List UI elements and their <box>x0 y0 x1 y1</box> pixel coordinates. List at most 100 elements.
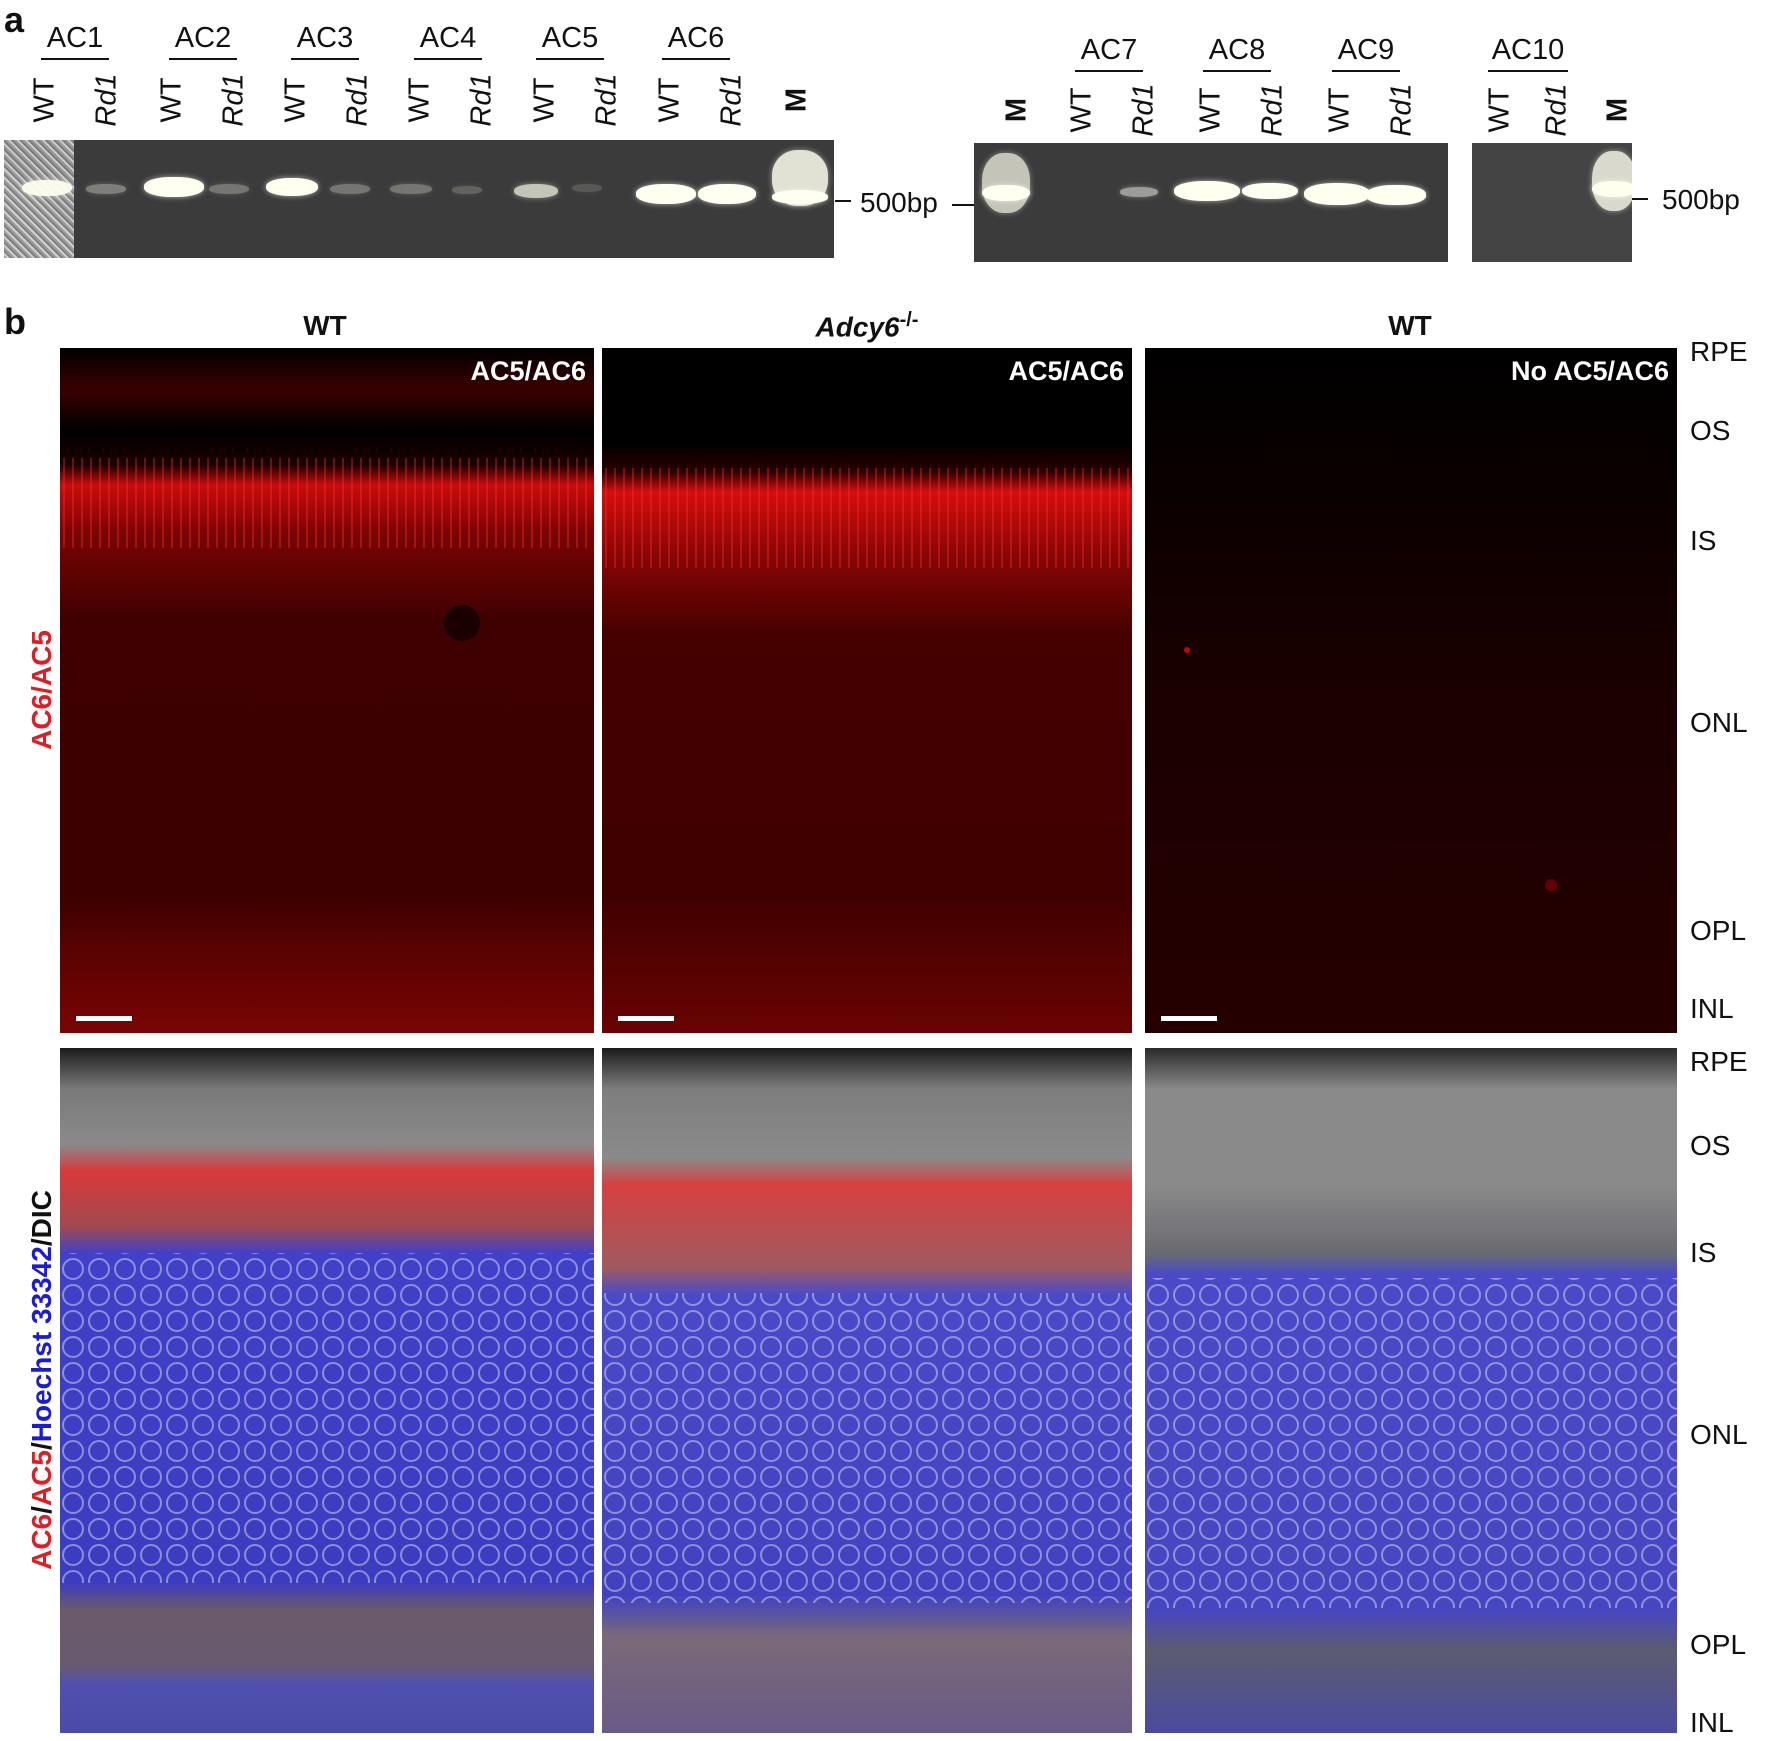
lane-label-text: Rd1 <box>217 73 250 127</box>
gel-image-far <box>1472 143 1632 262</box>
size-tick-mid <box>952 204 974 206</box>
size-label-right: 500bp <box>1662 184 1740 215</box>
micrograph-adcy6ko-ac5ac6: AC5/AC6 <box>602 348 1132 1033</box>
hoechst-text: Hoechst 33342 <box>26 1246 57 1443</box>
lane-label-text: Rd1 <box>1256 83 1289 137</box>
retina-layer-label: OPL <box>1690 915 1747 946</box>
gel-band <box>1592 181 1632 197</box>
slash-text: / <box>26 1442 57 1451</box>
lane-label-text: WT <box>1483 87 1516 133</box>
lane-label-wt: WT <box>276 60 316 140</box>
gene-group-label: AC2 <box>174 22 232 54</box>
gene-group-label: AC4 <box>419 22 477 54</box>
column-title-adcy6-ko: Adcy6-/- <box>602 310 1132 341</box>
column-title-wt-2: WT <box>1388 310 1432 341</box>
lane-label-marker: M <box>1598 70 1638 150</box>
retina-layer-label: INL <box>1690 1707 1734 1738</box>
gel-band <box>982 185 1030 201</box>
condition-tag: AC5/AC6 <box>470 356 586 386</box>
gene-group-underline <box>536 58 604 60</box>
lane-label-wt: WT <box>650 60 690 140</box>
lane-label-wt: WT <box>152 60 192 140</box>
dic-text: DIC <box>26 1190 57 1239</box>
gel-band <box>209 184 249 194</box>
lane-label-text: WT <box>1323 87 1356 133</box>
size-tick-right <box>1632 198 1648 200</box>
lane-label-rd1: Rd1 <box>1124 70 1164 150</box>
gel-band <box>86 184 126 194</box>
scale-bar <box>76 1016 132 1021</box>
gene-group-underline <box>291 58 359 60</box>
gene-group-underline <box>1332 70 1400 72</box>
lane-label-text: WT <box>653 77 686 123</box>
genotype-superscript: -/- <box>899 309 919 331</box>
lane-label-text: WT <box>403 77 436 123</box>
retina-layer-label: INL <box>1690 993 1734 1024</box>
retina-layer-label: OS <box>1690 1130 1731 1161</box>
gel-band <box>1242 183 1298 199</box>
gene-group-label: AC9 <box>1337 34 1395 66</box>
slash-text: / <box>26 1238 57 1247</box>
lane-label-rd1: Rd1 <box>214 60 254 140</box>
slash-text: / <box>26 1506 57 1514</box>
lane-label-rd1: Rd1 <box>1382 70 1422 150</box>
lane-label-wt: WT <box>1191 70 1231 150</box>
lane-label-wt: WT <box>1062 70 1102 150</box>
row2-stain-label: AC6/AC5/Hoechst 33342/DIC <box>26 1190 57 1570</box>
merged-stain-image <box>1145 1048 1677 1733</box>
gene-group-label: AC8 <box>1208 34 1266 66</box>
lane-label-text: Rd1 <box>1127 83 1160 137</box>
condition-tag: AC5/AC6 <box>1008 356 1124 386</box>
lane-label-wt: WT <box>400 60 440 140</box>
retina-layer-label: IS <box>1690 1237 1717 1268</box>
gene-group-label: AC7 <box>1080 34 1138 66</box>
gel-band <box>572 184 602 192</box>
retina-layer-label: ONL <box>1690 1419 1748 1450</box>
ac6-text: AC6 <box>26 693 57 750</box>
lane-label-rd1: Rd1 <box>462 60 502 140</box>
column-title-wt-1: WT <box>303 310 347 341</box>
lane-label-rd1: Rd1 <box>1253 70 1293 150</box>
lane-label-wt: WT <box>1320 70 1360 150</box>
lane-label-rd1: Rd1 <box>87 60 127 140</box>
lane-label-marker: M <box>777 60 817 140</box>
retina-layer-label: IS <box>1690 525 1717 556</box>
gene-group-underline <box>169 58 237 60</box>
gel-band <box>772 190 828 204</box>
gel-band <box>22 180 72 196</box>
gel-image-right <box>974 143 1448 262</box>
gel-band <box>1304 183 1370 205</box>
lane-label-text: WT <box>279 77 312 123</box>
ac6-text: AC6 <box>26 1513 57 1570</box>
gene-group-label: AC5 <box>541 22 599 54</box>
merge-wt-ac5ac6 <box>60 1048 594 1733</box>
lane-label-text: Rd1 <box>590 73 623 127</box>
gene-group-underline <box>414 58 482 60</box>
retina-layer-label: RPE <box>1690 1046 1748 1077</box>
panel-b-label: b <box>4 301 26 342</box>
lane-label-text: WT <box>1194 87 1227 133</box>
gene-name: Adcy6 <box>815 311 900 343</box>
retina-layer-label: RPE <box>1690 336 1748 367</box>
lane-label-text: WT <box>155 77 188 123</box>
lane-label-text: WT <box>1065 87 1098 133</box>
lane-label-text: Rd1 <box>90 73 123 127</box>
micrograph-wt-ac5ac6: AC5/AC6 <box>60 348 594 1033</box>
condition-tag: No AC5/AC6 <box>1510 356 1669 386</box>
gel-band <box>1120 187 1158 197</box>
row1-stain-label: AC6/AC5 <box>26 630 57 750</box>
lane-label-text: M <box>780 87 813 113</box>
red-stain-image <box>1145 348 1677 1033</box>
merge-wt-no-primary <box>1145 1048 1677 1733</box>
lane-label-text: Rd1 <box>341 73 374 127</box>
ac5-text: AC5 <box>26 630 57 687</box>
gene-group-underline <box>662 58 730 60</box>
gene-group-label: AC10 <box>1491 34 1565 66</box>
lane-label-rd1: Rd1 <box>338 60 378 140</box>
gel-band <box>982 153 1030 213</box>
gel-band <box>390 184 432 194</box>
gel-band <box>452 186 482 194</box>
red-stain-image <box>602 348 1132 1033</box>
gene-group-label: AC6 <box>667 22 725 54</box>
gene-group-underline <box>1075 70 1143 72</box>
